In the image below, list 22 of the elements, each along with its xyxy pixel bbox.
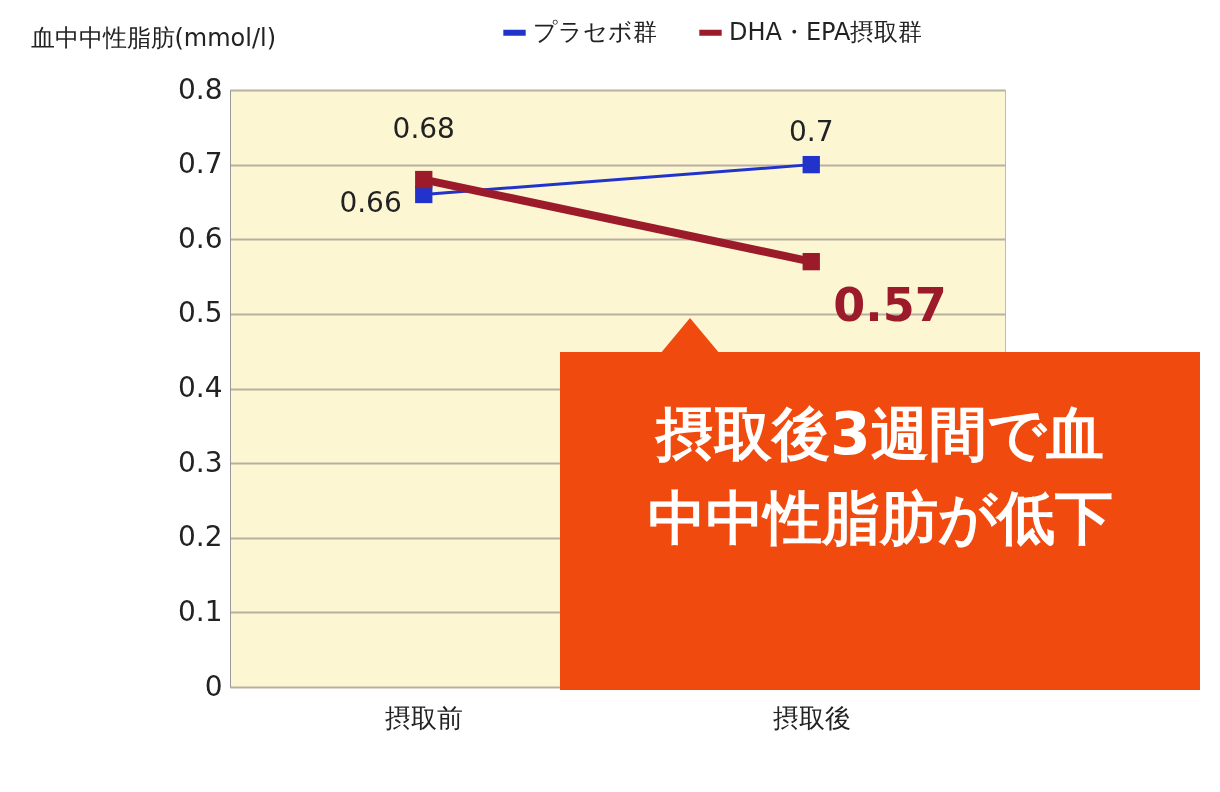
y-tick-label: 0.2: [177, 520, 223, 554]
y-tick-label: 0.5: [177, 296, 223, 330]
y-tick-label: 0.4: [177, 371, 223, 404]
y-axis-title: 血中中性脂肪(mmol/l): [30, 23, 277, 52]
point: [415, 170, 433, 189]
callout-box: 摂取後3週間で血中中性脂肪が低下: [560, 352, 1200, 690]
data-label: 0.7: [788, 114, 834, 148]
data-label: 0.68: [392, 111, 455, 145]
y-tick-label: 0: [204, 669, 223, 703]
y-tick-label: 0.8: [177, 72, 223, 106]
y-tick-label: 0.7: [177, 147, 223, 181]
legend-label: プラセボ群: [533, 17, 657, 46]
x-tick-label: 摂取前: [385, 702, 464, 733]
x-tick-label: 摂取後: [772, 702, 851, 733]
y-tick-label: 0.6: [177, 221, 223, 255]
y-tick-label: 0.3: [177, 445, 223, 479]
data-label: 0.66: [339, 186, 402, 220]
y-tick-label: 0.1: [177, 594, 223, 628]
legend-label: DHA・EPA摂取群: [729, 17, 923, 46]
point: [802, 155, 820, 174]
point: [802, 252, 820, 271]
data-label: 0.57: [833, 277, 947, 332]
